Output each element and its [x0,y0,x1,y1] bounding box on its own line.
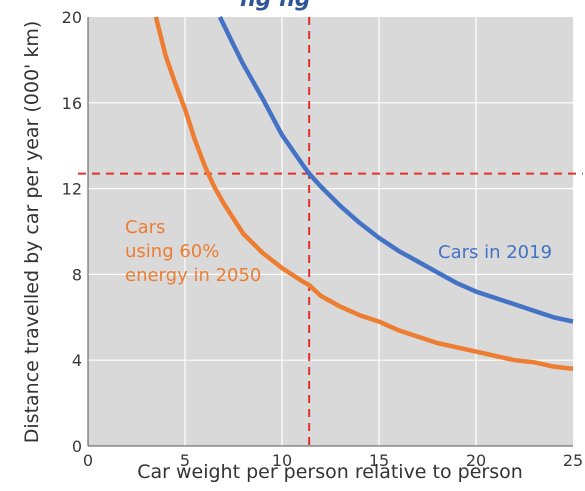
x-axis-title: Car weight per person relative to person [137,461,523,483]
x-tick-label: 10 [272,451,292,470]
series-line-2 [153,16,574,372]
partial-title: ng ng [240,0,310,12]
x-tick-label: 0 [83,451,93,470]
y-axis-title: Distance travelled by car per year (000'… [21,21,43,443]
y-tick-label: 12 [62,180,82,199]
x-tick-label: 25 [563,451,583,470]
series-label-1: Cars in 2019 [438,242,552,263]
series-group [153,16,574,372]
plot-area [88,17,573,446]
series-labels: Cars in 2019 Cars using 60% energy in 2050 [125,217,552,286]
series-line-1 [217,16,574,324]
y-tick-label: 0 [72,437,82,456]
grid [87,17,573,447]
reference-lines [78,17,583,446]
y-tick-label: 16 [62,94,82,113]
series-label-2: Cars [125,217,165,238]
x-tick-label: 5 [180,451,190,470]
x-tick-label: 15 [369,451,389,470]
y-tick-label: 8 [72,265,82,284]
series-label-2: energy in 2050 [125,265,261,286]
series-label-2: using 60% [125,241,219,262]
x-tick-label: 20 [466,451,486,470]
y-tick-label: 20 [62,8,82,27]
tick-labels: 0 5 10 15 20 25 0 4 8 12 16 20 [62,8,584,470]
y-tick-label: 4 [72,351,82,370]
